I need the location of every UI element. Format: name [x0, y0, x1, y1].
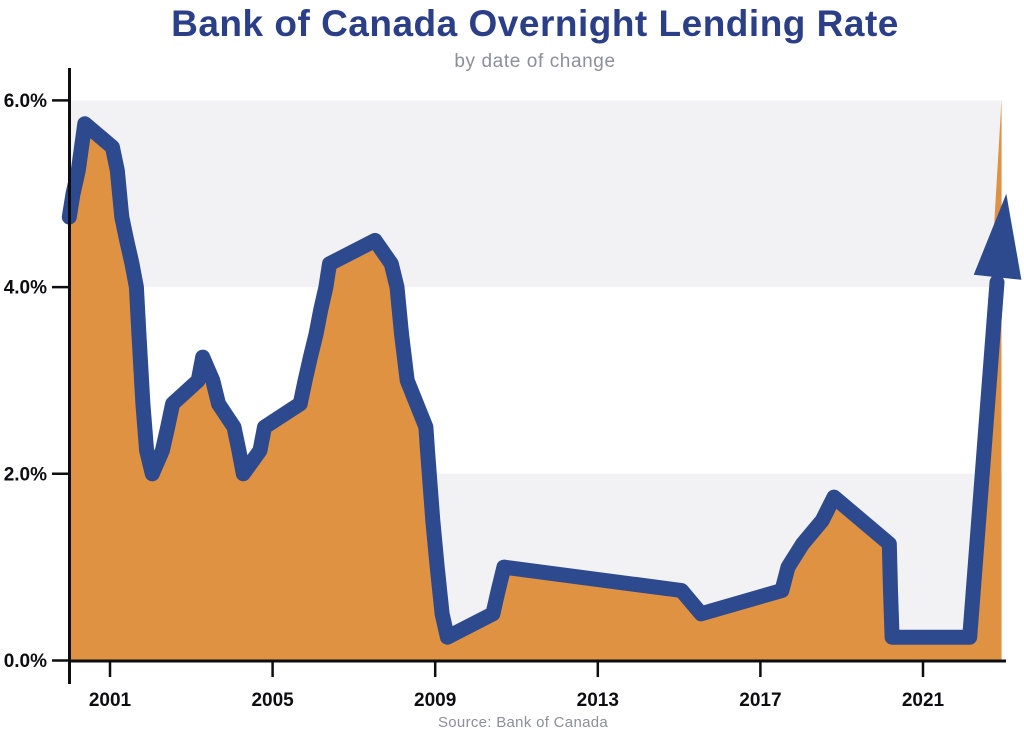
arrowhead: [973, 193, 1022, 280]
x-tick-label: 2001: [89, 690, 132, 711]
y-tick-label: 6.0%: [4, 91, 47, 112]
rate-line: [61, 116, 1005, 645]
x-tick-label: 2005: [251, 690, 294, 711]
x-tick-label: 2017: [739, 690, 781, 711]
rate-area-fill: [69, 100, 1002, 661]
tick-labels: 0.0% 2.0% 4.0% 6.0% 2001 2005 2009 2013 2017 2021: [4, 91, 945, 711]
rate-area-series: [69, 100, 1002, 661]
chart-subtitle: by date of change: [454, 51, 616, 72]
y-tick-label: 4.0%: [4, 278, 47, 299]
axes: [68, 68, 1006, 684]
y-tick-label: 0.0%: [4, 651, 47, 672]
chart-title: Bank of Canada Overnight Lending Rate: [171, 3, 899, 44]
x-tick-label: 2013: [577, 690, 619, 711]
source-note: Source: Bank of Canada: [437, 714, 609, 731]
x-tick-label: 2009: [414, 690, 456, 711]
trend-arrowhead: [973, 193, 1022, 280]
rate-line-series: [61, 116, 1005, 645]
y-tick-label: 2.0%: [4, 464, 47, 485]
x-tick-label: 2021: [902, 690, 945, 711]
grid-band-4-6pct: [71, 100, 1002, 288]
tick-marks: [52, 99, 925, 677]
